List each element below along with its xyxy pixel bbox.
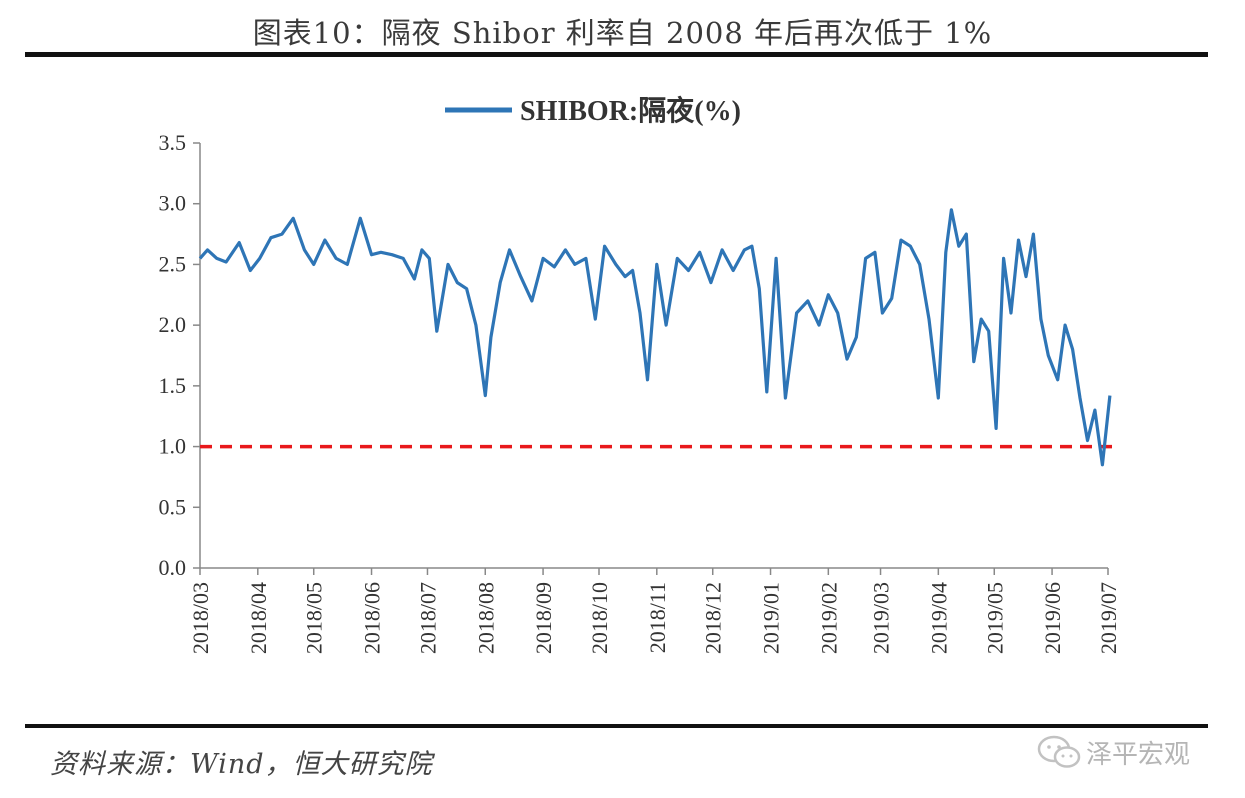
x-axis: 2018/03 2018/04 2018/05 2018/06 2018/07 2018/…	[188, 567, 1121, 654]
x-tick-label: 2018/10	[587, 582, 612, 654]
watermark: 泽平宏观	[1036, 732, 1190, 772]
x-tick-label: 2018/07	[415, 582, 440, 654]
legend: SHIBOR:隔夜(%)	[445, 94, 741, 127]
x-tick-label: 2018/03	[188, 582, 213, 654]
x-tick-label: 2019/02	[816, 582, 841, 654]
y-tick-label: 1.5	[159, 373, 187, 398]
watermark-text: 泽平宏观	[1086, 739, 1191, 770]
x-tick-label: 2018/06	[360, 582, 385, 654]
y-tick-label: 0.5	[159, 494, 187, 519]
y-tick-label: 3.5	[159, 130, 187, 155]
x-tick-label: 2018/12	[701, 582, 726, 654]
x-tick-label: 2019/01	[759, 582, 784, 654]
x-tick-label: 2018/08	[473, 582, 498, 654]
y-tick-label: 2.5	[159, 251, 187, 276]
series-group	[198, 208, 1112, 467]
y-tick-label: 2.0	[159, 312, 187, 337]
x-tick-label: 2018/05	[302, 582, 327, 654]
x-tick-label: 2018/04	[246, 582, 271, 654]
y-tick-label: 0.0	[159, 555, 187, 580]
chart-title: 图表10：隔夜 Shibor 利率自 2008 年后再次低于 1%	[252, 16, 993, 50]
x-tick-label: 2019/07	[1096, 582, 1121, 654]
x-tick-label: 2019/06	[1040, 582, 1065, 654]
bottom-rule	[25, 724, 1208, 728]
top-rule	[25, 52, 1208, 57]
line-chart: 0.00.51.01.52.02.53.03.5 2018/03 2018/04 2…	[159, 94, 1122, 654]
x-tick-label: 2019/03	[869, 582, 894, 654]
x-tick-label: 2019/04	[926, 582, 951, 654]
y-tick-label: 3.0	[159, 191, 187, 216]
y-tick-label: 1.0	[159, 434, 187, 459]
source-note: 资料来源：Wind，恒大研究院	[50, 749, 433, 780]
x-tick-label: 2018/11	[645, 582, 670, 653]
legend-label: SHIBOR:隔夜(%)	[520, 94, 741, 127]
y-axis: 0.0 0.5 1.0 1.5 2.0 2.5 3.0 3.5	[159, 130, 201, 580]
x-tick-label: 2019/05	[982, 582, 1007, 654]
x-tick-label: 2018/09	[531, 582, 556, 654]
series-line-shibor-overnight	[198, 208, 1112, 467]
wechat-icon	[1037, 735, 1081, 768]
